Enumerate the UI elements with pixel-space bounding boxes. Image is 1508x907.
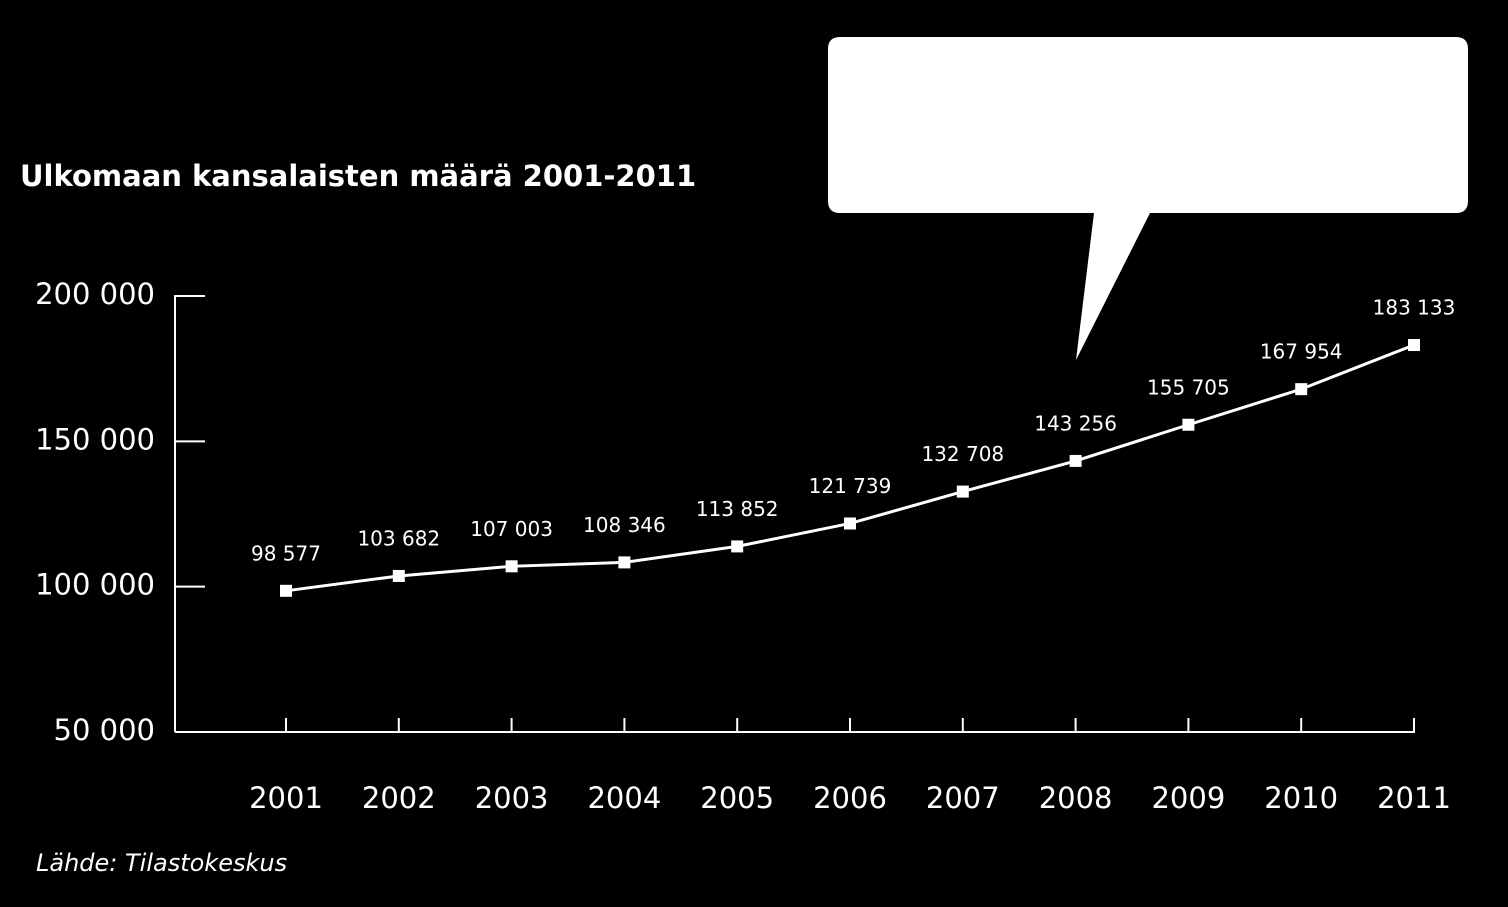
x-tick-label: 2009 bbox=[1151, 781, 1225, 815]
y-tick-label: 150 000 bbox=[35, 422, 155, 456]
data-label: 183 133 bbox=[1373, 296, 1456, 320]
data-label: 155 705 bbox=[1147, 375, 1230, 399]
data-label: 108 346 bbox=[583, 513, 666, 537]
data-label: 132 708 bbox=[921, 442, 1004, 466]
y-tick-label: 50 000 bbox=[54, 713, 155, 747]
y-tick-label: 100 000 bbox=[35, 568, 155, 602]
marker bbox=[505, 560, 518, 573]
speech-bubble bbox=[828, 37, 1468, 360]
x-tick-label: 2005 bbox=[700, 781, 774, 815]
marker bbox=[1408, 339, 1420, 352]
marker bbox=[1069, 454, 1082, 467]
data-label: 103 682 bbox=[357, 526, 440, 550]
marker bbox=[731, 540, 744, 553]
data-label: 167 954 bbox=[1260, 340, 1343, 364]
marker bbox=[956, 485, 969, 498]
x-tick-label: 2004 bbox=[587, 781, 661, 815]
x-tick-label: 2008 bbox=[1039, 781, 1113, 815]
marker bbox=[844, 517, 856, 530]
data-label: 143 256 bbox=[1034, 411, 1117, 435]
x-tick-label: 2007 bbox=[926, 781, 1000, 815]
x-tick-label: 2002 bbox=[362, 781, 436, 815]
source-note: Lähde: Tilastokeskus bbox=[36, 849, 287, 877]
data-label: 121 739 bbox=[809, 474, 892, 498]
chart-title: Ulkomaan kansalaisten määrä 2001-2011 bbox=[20, 159, 696, 193]
x-tick-label: 2010 bbox=[1264, 781, 1338, 815]
data-label: 107 003 bbox=[470, 517, 553, 541]
x-tick-label: 2003 bbox=[475, 781, 549, 815]
marker bbox=[618, 556, 631, 569]
x-tick-label: 2001 bbox=[249, 781, 323, 815]
marker bbox=[280, 584, 292, 597]
x-tick-label: 2006 bbox=[813, 781, 887, 815]
marker bbox=[392, 569, 405, 582]
data-label: 98 577 bbox=[251, 541, 321, 565]
data-label: 113 852 bbox=[696, 497, 779, 521]
marker bbox=[1295, 383, 1308, 396]
y-tick-label: 200 000 bbox=[35, 277, 155, 311]
marker bbox=[1182, 418, 1195, 431]
x-tick-label: 2011 bbox=[1377, 781, 1451, 815]
